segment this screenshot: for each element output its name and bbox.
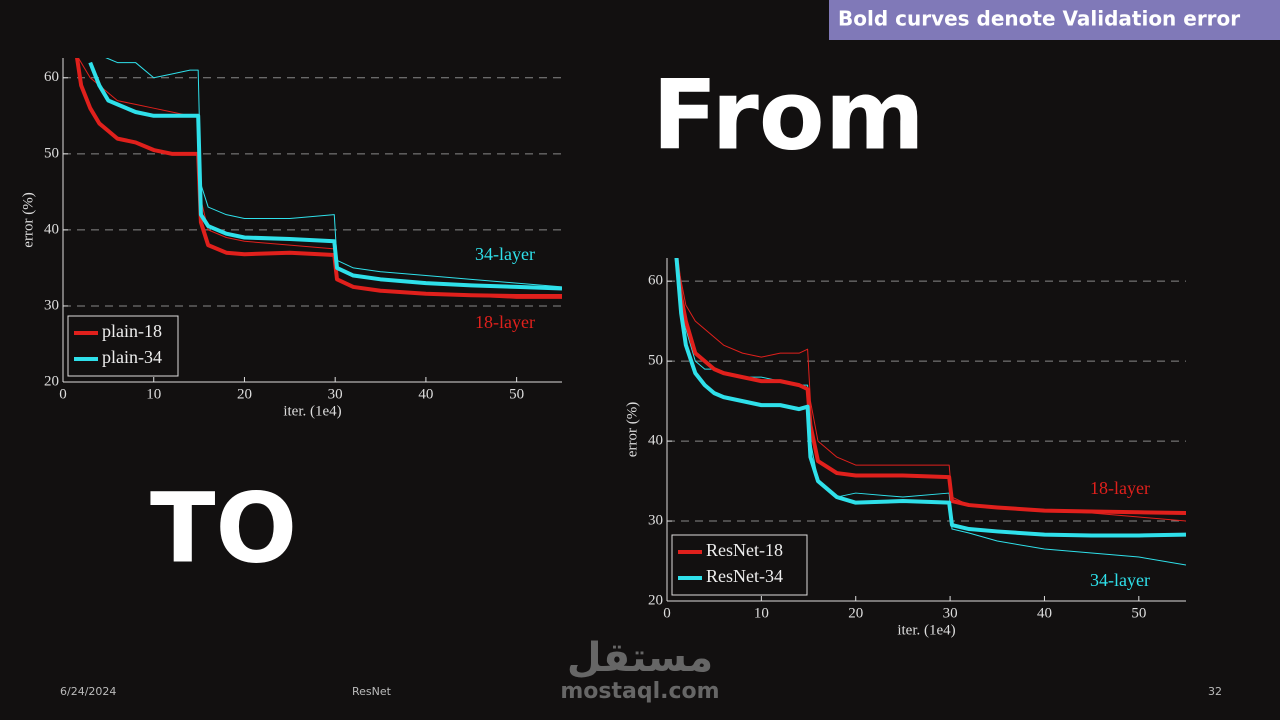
x-tick-label: 30 [943, 605, 958, 621]
footer-date: 6/24/2024 [60, 685, 116, 698]
annotation: 18-layer [1090, 478, 1150, 498]
x-tick-label: 50 [509, 386, 524, 402]
y-tick-label: 20 [648, 592, 663, 608]
x-axis-label: iter. (1e4) [283, 403, 341, 419]
series-line [674, 258, 1186, 538]
y-axis-label: error (%) [624, 402, 640, 457]
legend-label: plain-18 [102, 321, 162, 341]
x-tick-label: 50 [1131, 605, 1146, 621]
x-tick-label: 40 [1037, 605, 1052, 621]
banner-box [829, 0, 1280, 40]
y-tick-label: 60 [648, 273, 663, 289]
legend-box [67, 315, 179, 377]
footer-topic: ResNet [352, 685, 392, 698]
y-tick-label: 50 [44, 145, 59, 161]
watermark-latin: mostaql.com [560, 679, 719, 704]
x-tick-label: 10 [754, 605, 769, 621]
series-line [105, 58, 562, 288]
x-tick-label: 40 [418, 386, 433, 402]
annotation: 34-layer [475, 244, 535, 264]
y-tick-label: 50 [648, 353, 663, 369]
annotation: 34-layer [1090, 570, 1150, 590]
y-tick-label: 30 [648, 512, 663, 528]
legend-label: plain-34 [102, 347, 162, 367]
x-tick-label: 30 [328, 386, 343, 402]
x-tick-label: 20 [848, 605, 863, 621]
watermark-arabic: مستقل [567, 635, 713, 681]
footer-page: 32 [1208, 685, 1222, 698]
series-line [75, 58, 562, 299]
headline-to: TO [150, 472, 297, 584]
annotation: 18-layer [475, 312, 535, 332]
x-tick-label: 0 [59, 386, 67, 402]
x-tick-label: 20 [237, 386, 252, 402]
y-axis-label: error (%) [20, 192, 36, 247]
legend-box [671, 534, 808, 596]
banner: Bold curves denote Validation error [838, 7, 1240, 31]
series-line [88, 61, 562, 291]
y-tick-label: 60 [44, 69, 59, 85]
y-tick-label: 20 [44, 373, 59, 389]
y-tick-label: 40 [44, 221, 59, 237]
y-tick-label: 40 [648, 433, 663, 449]
legend-label: ResNet-18 [706, 540, 783, 560]
x-axis-label: iter. (1e4) [897, 622, 955, 638]
y-tick-label: 30 [44, 297, 59, 313]
x-tick-label: 10 [146, 386, 161, 402]
headline-from: From [652, 59, 925, 171]
x-tick-label: 0 [663, 605, 671, 621]
legend-label: ResNet-34 [706, 566, 783, 586]
